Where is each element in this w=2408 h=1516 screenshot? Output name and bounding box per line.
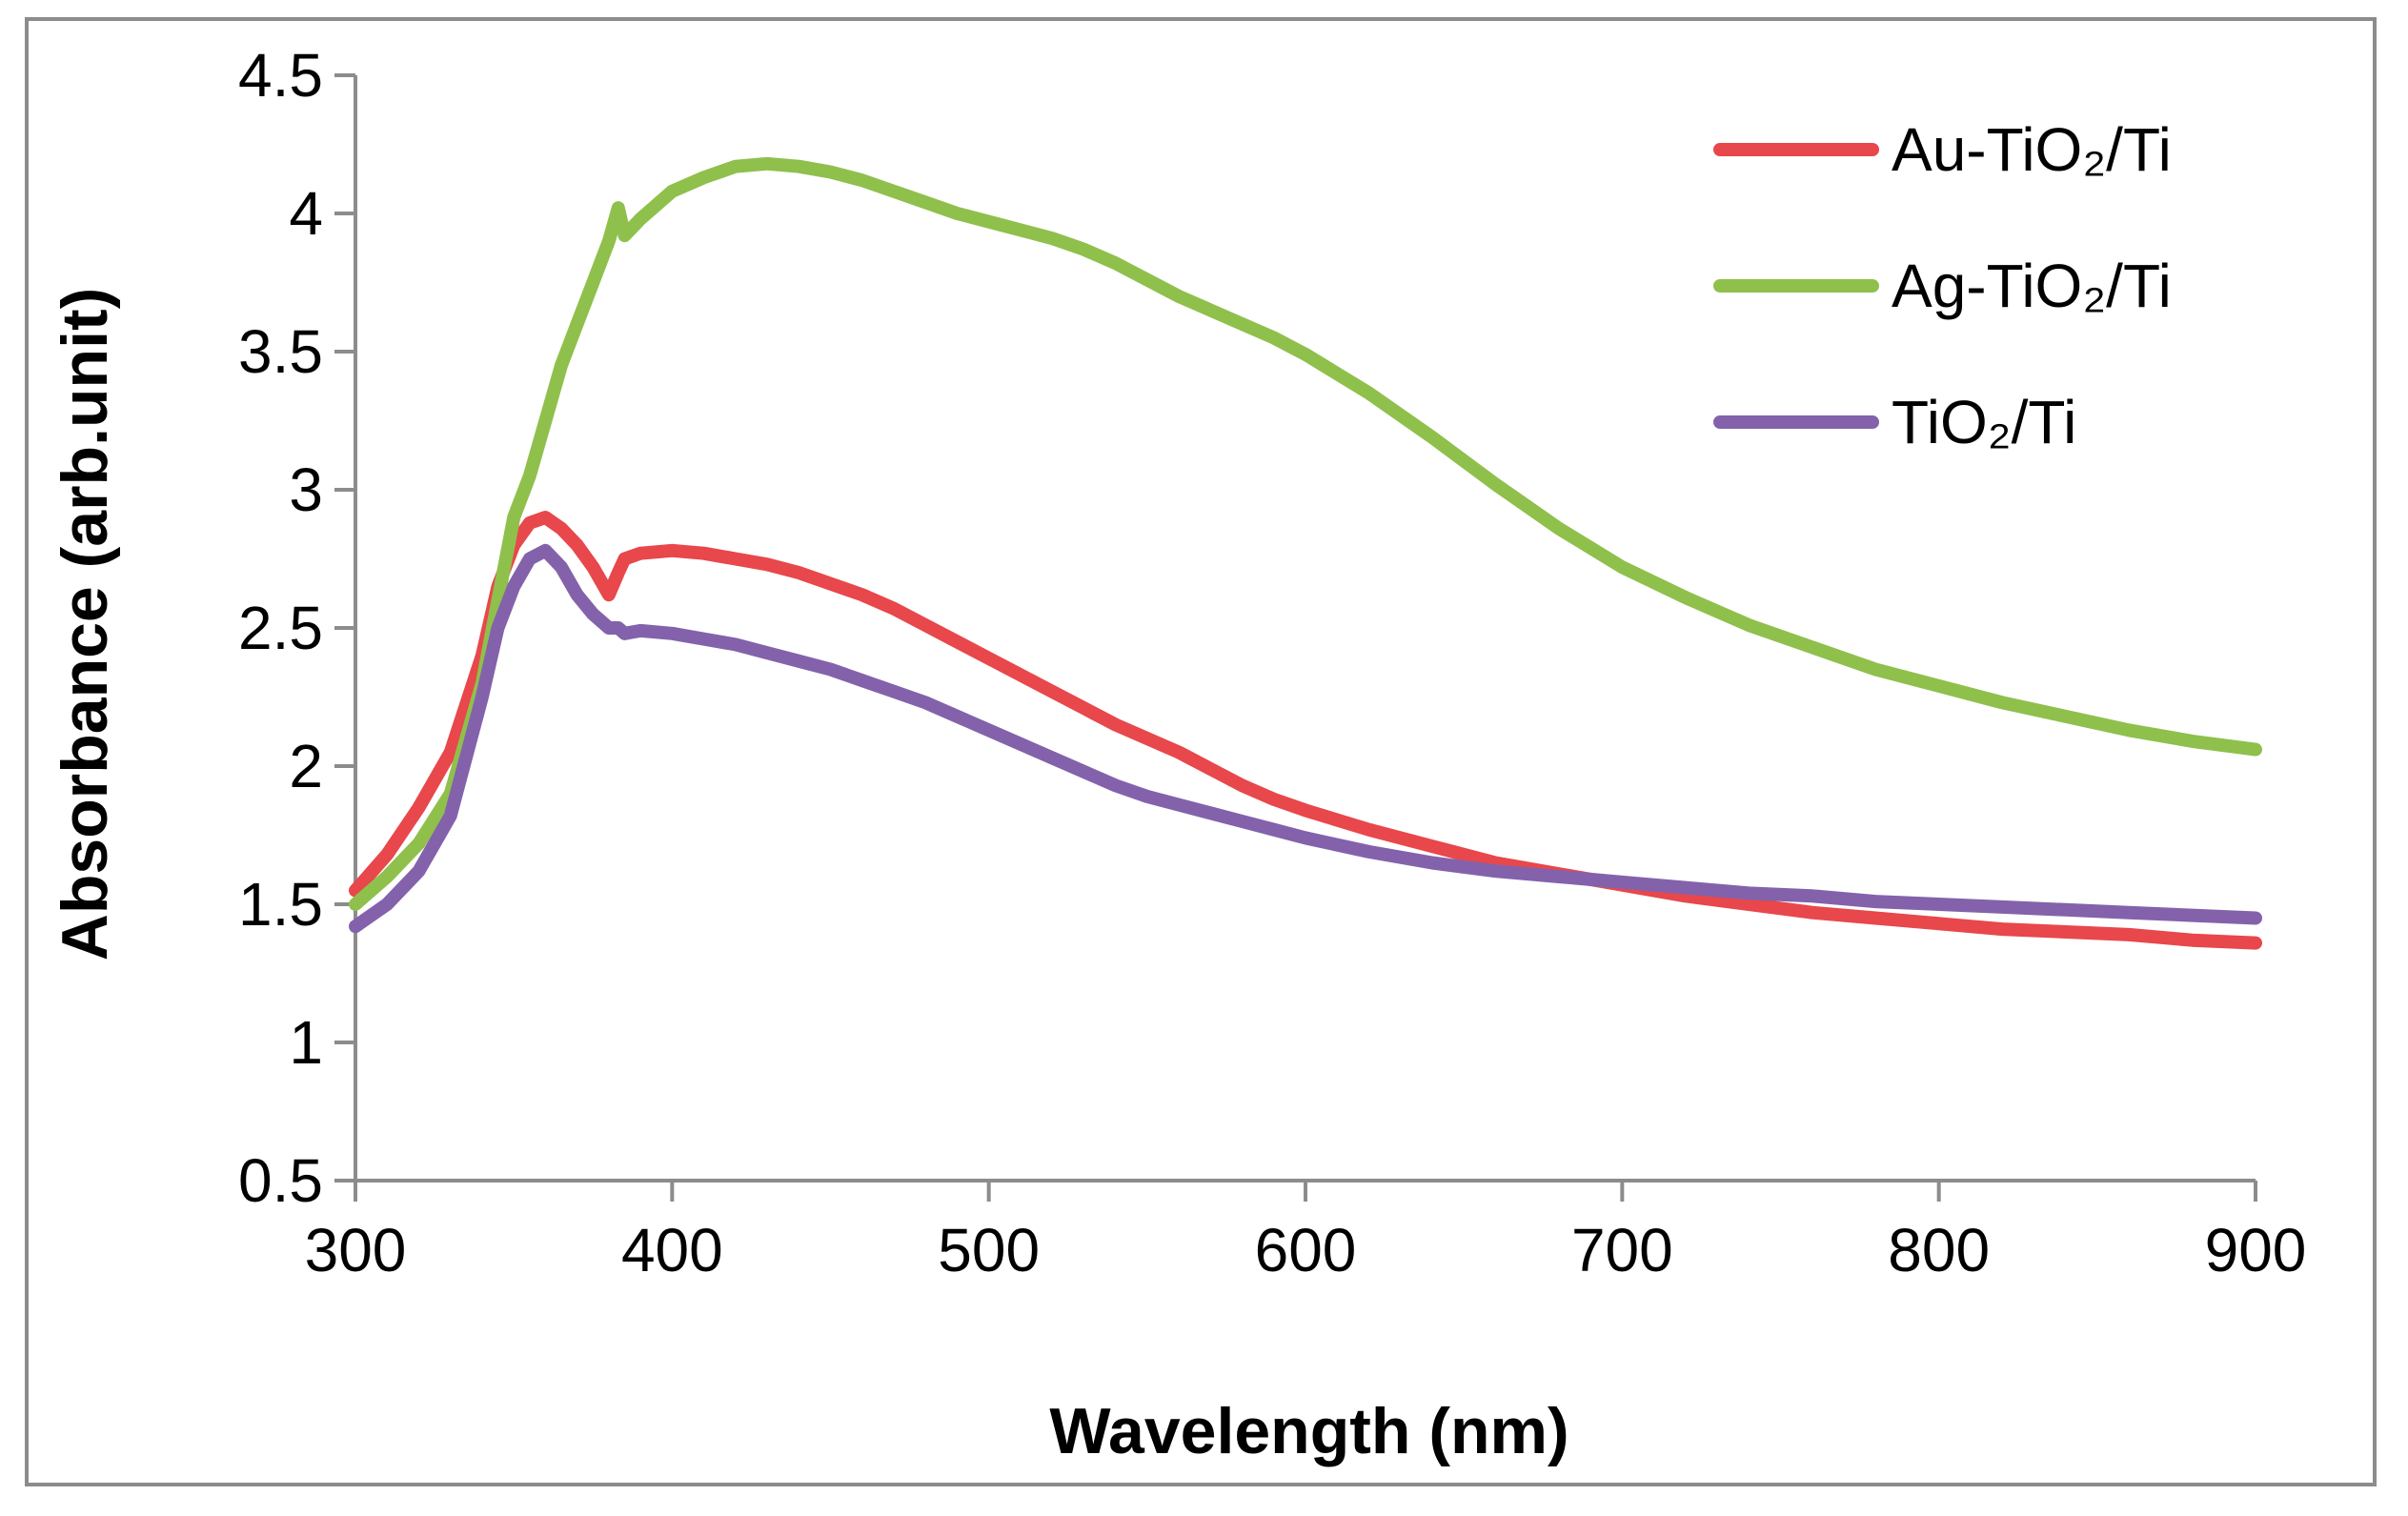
legend-label-1: Ag-TiO₂/Ti — [1892, 252, 2172, 320]
y-tick-label: 0.5 — [238, 1146, 323, 1215]
x-tick-label: 400 — [621, 1216, 723, 1284]
x-tick-label: 700 — [1571, 1216, 1673, 1284]
y-tick-label: 3 — [289, 455, 323, 524]
series-layer — [349, 156, 2262, 950]
y-tick-label: 2.5 — [238, 594, 323, 662]
x-tick-label: 300 — [305, 1216, 407, 1284]
legend-label-0: Au-TiO₂/Ti — [1892, 115, 2172, 184]
legend: Au-TiO₂/Ti Ag-TiO₂/Ti TiO₂/Ti — [1713, 115, 2172, 456]
axes: 0.5 1 1.5 2 2.5 3 3.5 4 4.5 300 400 500 600 700 800 900 — [238, 41, 2306, 1284]
y-tick-label: 3.5 — [238, 317, 323, 386]
x-tick-label: 900 — [2205, 1216, 2307, 1284]
series-line-2 — [349, 543, 2262, 934]
series-line-1 — [349, 156, 2262, 911]
y-tick-label: 4 — [289, 179, 323, 248]
y-tick-label: 1.5 — [238, 870, 323, 939]
y-tick-label: 4.5 — [238, 41, 323, 110]
series-line-0 — [349, 511, 2262, 950]
y-axis-title: Absorbance (arb.unit) — [49, 288, 121, 961]
x-tick-label: 600 — [1255, 1216, 1357, 1284]
y-tick-label: 2 — [289, 732, 323, 800]
legend-label-2: TiO₂/Ti — [1892, 388, 2076, 456]
x-axis-title: Wavelength (nm) — [1049, 1395, 1568, 1467]
x-tick-label: 500 — [938, 1216, 1040, 1284]
x-tick-label: 800 — [1888, 1216, 1990, 1284]
y-tick-label: 1 — [289, 1008, 323, 1077]
chart-frame — [25, 17, 2377, 1486]
